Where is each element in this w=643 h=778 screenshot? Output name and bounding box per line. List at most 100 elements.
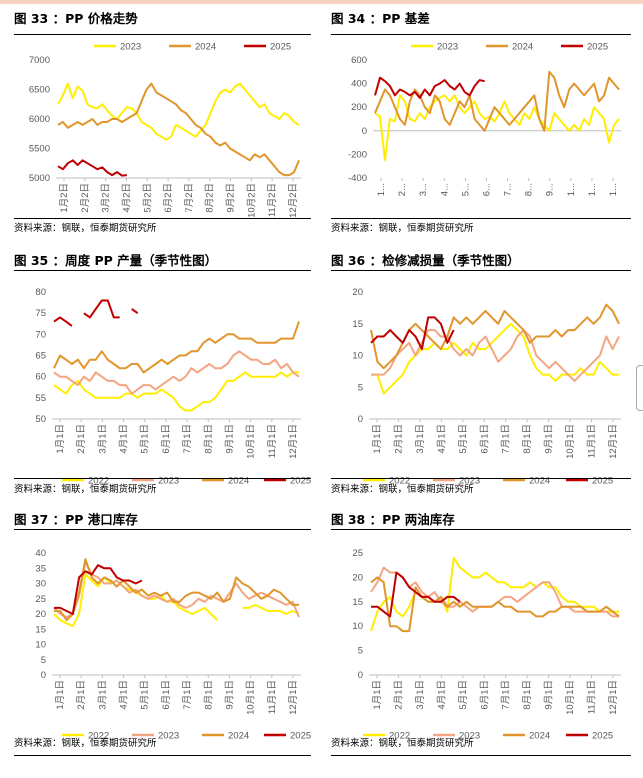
x-tick-label: 1... — [566, 183, 577, 196]
y-tick-label: 15 — [35, 624, 46, 635]
y-tick-label: 0 — [362, 126, 367, 137]
source-note: 资料来源：钢联，恒泰期货研究所 — [14, 738, 157, 749]
x-tick-label: 11月1日 — [267, 424, 278, 458]
x-tick-label: 8... — [524, 183, 535, 196]
x-tick-label: 6月1日 — [479, 424, 490, 454]
x-tick-label: 8月1日 — [203, 424, 214, 454]
y-tick-label: 20 — [352, 572, 363, 583]
series-line-2024 — [370, 303, 620, 370]
y-tick-label: 5 — [41, 655, 46, 666]
chart-title: 图 36 ：检修减损量（季节性图） — [331, 253, 520, 268]
x-tick-label: 11月1日 — [267, 680, 278, 714]
x-tick-label: 3月1日 — [97, 680, 108, 710]
chart-title: 图 34 ：PP 基差 — [331, 11, 430, 26]
x-tick-label: 4月1日 — [436, 424, 447, 454]
source-divider — [14, 755, 311, 756]
x-tick-label: 8月2日 — [205, 183, 216, 213]
title-divider — [331, 270, 631, 271]
source-note: 资料来源：钢联，恒泰期货研究所 — [331, 738, 474, 749]
series-line-2025 — [54, 564, 143, 615]
x-tick-label: 2月1日 — [76, 680, 87, 710]
x-tick-label: 12月1日 — [288, 424, 299, 459]
x-tick-label: 11月1日 — [587, 680, 598, 714]
x-tick-label: 4... — [439, 183, 450, 196]
legend-label-2023: 2023 — [459, 731, 480, 742]
x-tick-label: 8月1日 — [522, 424, 533, 454]
y-tick-label: 60 — [35, 372, 46, 383]
series-line-2025 — [374, 76, 485, 99]
source-note: 资料来源：钢联，恒泰期货研究所 — [14, 484, 157, 495]
legend-label-2022: 2022 — [389, 476, 410, 487]
x-tick-label: 4月1日 — [119, 680, 130, 710]
y-tick-label: 0 — [41, 670, 46, 681]
chart-svg-37: 40 35 30 25 20 15 10 5 0 1月1日 2月1日 3月1日 4月1日 5月1日 6月1日… — [35, 548, 311, 742]
x-tick-label: 4月1日 — [119, 424, 130, 454]
series-line-2023 — [374, 94, 620, 162]
legend-label-2022: 2022 — [88, 731, 109, 742]
x-tick-label: 6月1日 — [479, 680, 490, 710]
x-tick-label: 6月1日 — [161, 424, 172, 454]
chart-panel-37: 图 37 ：PP 港口库存 40 35 30 25 20 15 10 5 0 1月1日 2月1日 3月… — [14, 509, 311, 774]
x-tick-label: 1月2日 — [59, 183, 70, 213]
x-tick-label: 12月1日 — [608, 424, 619, 459]
x-tick-label: 2月1日 — [393, 680, 404, 710]
title-divider — [14, 529, 311, 530]
x-tick-label: 3月1日 — [415, 680, 426, 710]
y-tick-label: 5 — [358, 646, 363, 657]
y-tick-label: 6500 — [29, 85, 50, 96]
y-tick-label: 5 — [358, 382, 363, 393]
y-tick-label: -400 — [348, 173, 367, 184]
series-line-2022 — [370, 556, 619, 632]
x-tick-label: 5月1日 — [140, 424, 151, 454]
source-divider — [331, 218, 631, 219]
x-tick-label: 4月2日 — [121, 183, 132, 213]
x-tick-label: 7月1日 — [182, 680, 193, 710]
y-tick-label: 0 — [358, 414, 363, 425]
x-tick-label: 1月1日 — [372, 680, 383, 710]
y-tick-label: 20 — [352, 287, 363, 298]
chart-title: 图 37 ：PP 港口库存 — [14, 512, 138, 527]
chart-title: 图 35 ：周度 PP 产量（季节性图） — [14, 253, 218, 268]
y-tick-label: 70 — [35, 329, 46, 340]
series-line-2025 — [370, 316, 455, 351]
scroll-handle[interactable] — [636, 365, 643, 411]
x-tick-label: 5月2日 — [142, 183, 153, 213]
y-tick-label: 55 — [35, 393, 46, 404]
chart-title: 图 33 ：PP 价格走势 — [14, 11, 138, 26]
chart-panel-36: 图 36 ：检修减损量（季节性图） 20 15 10 5 0 1月1日 2月1日 3月1日 4月… — [331, 250, 631, 495]
x-tick-label: 1... — [376, 183, 387, 196]
source-divider — [331, 478, 631, 479]
x-tick-label: 12月1日 — [608, 680, 619, 715]
y-tick-label: 400 — [351, 79, 367, 90]
y-tick-label: 75 — [35, 308, 46, 319]
series-line-2022 — [53, 371, 299, 412]
series-line-2023 — [57, 82, 300, 141]
y-tick-label: 15 — [352, 319, 363, 330]
x-tick-label: 12月1日 — [288, 680, 299, 715]
x-tick-label: 11月1日 — [587, 424, 598, 458]
x-tick-label: 9月2日 — [226, 183, 237, 213]
legend-label-2023: 2023 — [158, 476, 179, 487]
y-tick-label: -200 — [348, 149, 367, 160]
x-tick-label: 10月1日 — [246, 680, 257, 715]
chart-panel-38: 图 38 ：PP 两油库存 25 20 15 10 5 0 1月1日 2月1日 3月1日 4月1日… — [331, 509, 631, 774]
series-line-2024 — [53, 321, 300, 374]
x-tick-label: 12月2日 — [288, 183, 299, 218]
y-tick-label: 6000 — [29, 114, 50, 125]
x-tick-label: 2月1日 — [393, 424, 404, 454]
chart-svg-35: 80 75 70 65 60 55 50 1月1日 2月1日 3月1日 4月1日 5月1日 6月1日 7月… — [35, 287, 311, 487]
y-tick-label: 600 — [351, 55, 367, 66]
x-tick-label: 6月2日 — [163, 183, 174, 213]
x-tick-label: 2月1日 — [76, 424, 87, 454]
series-line-2025 — [371, 571, 461, 618]
legend-label-2025: 2025 — [270, 42, 291, 53]
y-tick-label: 20 — [35, 609, 46, 620]
series-line-2022 — [53, 573, 300, 628]
x-tick-label: 7月1日 — [501, 680, 512, 710]
x-tick-label: 9月1日 — [544, 680, 555, 710]
legend-label-2025: 2025 — [592, 731, 613, 742]
series-line-2023 — [53, 350, 300, 395]
series-line-2024 — [54, 558, 299, 622]
source-note: 资料来源：钢联，恒泰期货研究所 — [331, 223, 474, 234]
series-line-2022 — [371, 322, 619, 395]
